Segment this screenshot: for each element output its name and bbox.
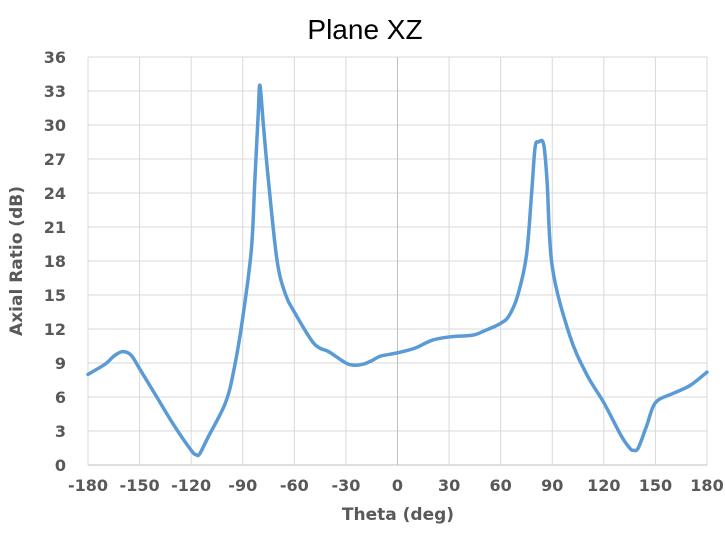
x-tick-label: 30 bbox=[438, 476, 460, 495]
chart-title: Plane XZ bbox=[307, 14, 422, 45]
series-line-0 bbox=[86, 83, 709, 458]
gridlines bbox=[87, 56, 708, 466]
y-tick-label: 3 bbox=[55, 422, 66, 441]
x-tick-label: 120 bbox=[587, 476, 620, 495]
y-tick-label: 33 bbox=[44, 82, 66, 101]
y-tick-label: 30 bbox=[44, 116, 66, 135]
y-tick-label: 6 bbox=[55, 388, 66, 407]
x-tick-label: -60 bbox=[280, 476, 309, 495]
x-tick-label: 150 bbox=[639, 476, 672, 495]
x-tick-labels: -180 -150 -120 -90 -60 -30 0 30 60 90 120 150 180 bbox=[68, 476, 724, 495]
y-axis-label: Axial Ratio (dB) bbox=[7, 186, 27, 336]
x-tick-label: 90 bbox=[541, 476, 563, 495]
series-group bbox=[86, 83, 709, 458]
y-tick-label: 27 bbox=[44, 150, 66, 169]
x-tick-label: 180 bbox=[690, 476, 723, 495]
y-tick-label: 24 bbox=[44, 184, 66, 203]
x-tick-label: -30 bbox=[331, 476, 360, 495]
x-tick-label: 60 bbox=[490, 476, 512, 495]
y-tick-label: 9 bbox=[55, 354, 66, 373]
x-tick-label: -180 bbox=[68, 476, 108, 495]
x-tick-label: -90 bbox=[228, 476, 257, 495]
y-tick-label: 15 bbox=[44, 286, 66, 305]
y-tick-label: 18 bbox=[44, 252, 66, 271]
y-tick-label: 12 bbox=[44, 320, 66, 339]
x-axis-label: Theta (deg) bbox=[342, 505, 454, 525]
x-tick-label: 0 bbox=[392, 476, 403, 495]
y-tick-label: 0 bbox=[55, 456, 66, 475]
y-tick-label: 21 bbox=[44, 218, 66, 237]
x-tick-label: -120 bbox=[171, 476, 211, 495]
y-tick-label: 36 bbox=[44, 48, 66, 67]
x-tick-label: -150 bbox=[120, 476, 160, 495]
